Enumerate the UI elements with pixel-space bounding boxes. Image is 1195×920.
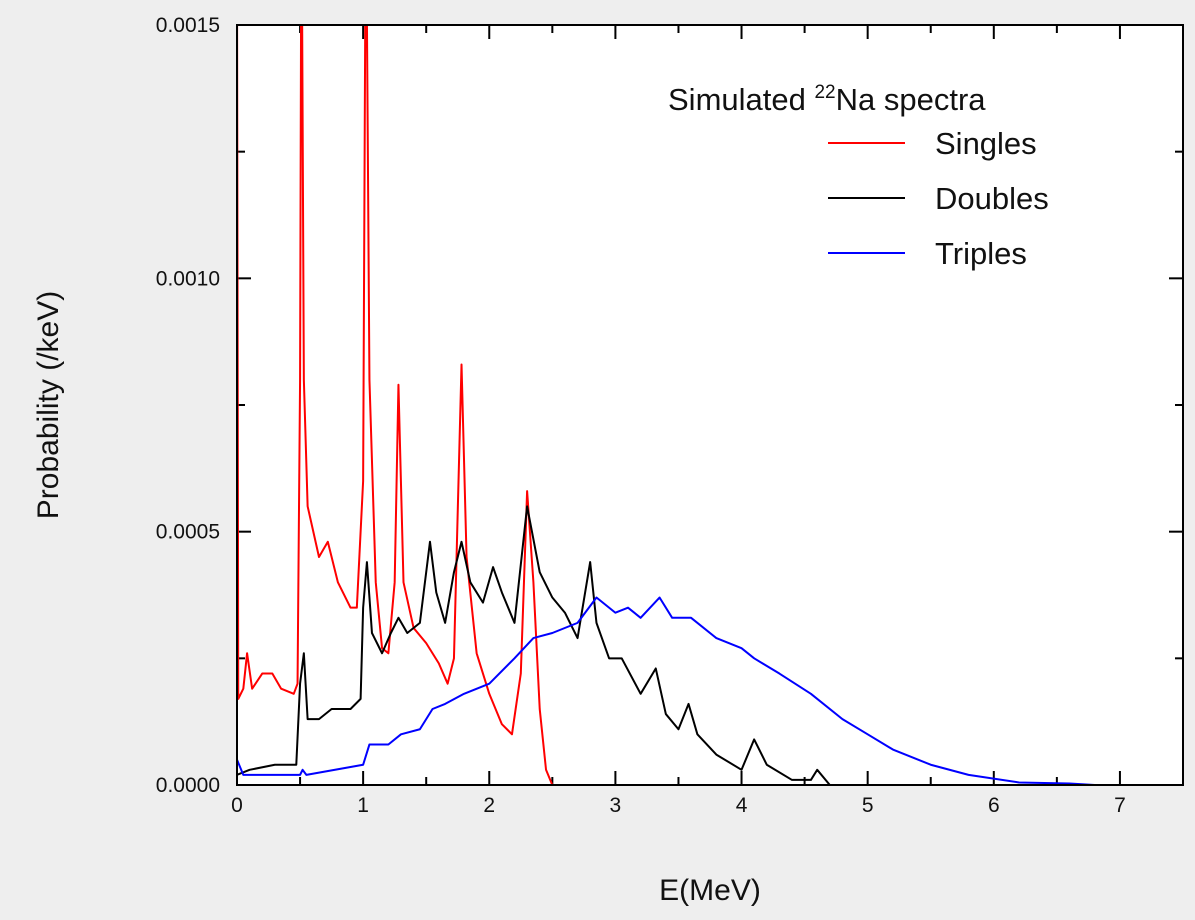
legend-title-prefix: Simulated: [668, 82, 806, 117]
legend: Singles Doubles Triples: [828, 126, 1049, 271]
x-tick-label: 3: [610, 794, 622, 817]
series-line: [237, 596, 1183, 785]
series-line: [237, 505, 843, 785]
y-tick-label: 0.0000: [156, 774, 220, 797]
axes: 0 1 2 3 4 5 6 7 0.0000 0.0005 0.0010 0.0015: [156, 14, 1184, 817]
plot-area: [237, 25, 1183, 785]
x-tick-label: 0: [231, 794, 243, 817]
x-axis-label: E(MeV): [659, 874, 761, 907]
y-tick-label: 0.0010: [156, 267, 220, 290]
plot-frame: [236, 24, 1184, 786]
x-tick-label: 6: [988, 794, 1000, 817]
y-tick-label: 0.0005: [156, 521, 220, 544]
x-tick-label: 1: [357, 794, 369, 817]
lines: [237, 25, 1183, 785]
series-line: [237, 25, 565, 785]
legend-label: Triples: [935, 236, 1027, 271]
x-tick-label: 7: [1114, 794, 1126, 817]
x-tick-label: 2: [483, 794, 495, 817]
x-tick-label: 4: [736, 794, 748, 817]
y-axis-label: Probability (/keV): [32, 291, 65, 519]
legend-title-suffix: Na spectra: [836, 82, 987, 117]
legend-title: Simulated 22Na spectra: [668, 82, 986, 117]
x-tick-label: 5: [862, 794, 874, 817]
y-tick-label: 0.0015: [156, 14, 220, 37]
legend-label: Singles: [935, 126, 1037, 161]
legend-label: Doubles: [935, 181, 1049, 216]
legend-title-superscript: 22: [814, 82, 835, 103]
